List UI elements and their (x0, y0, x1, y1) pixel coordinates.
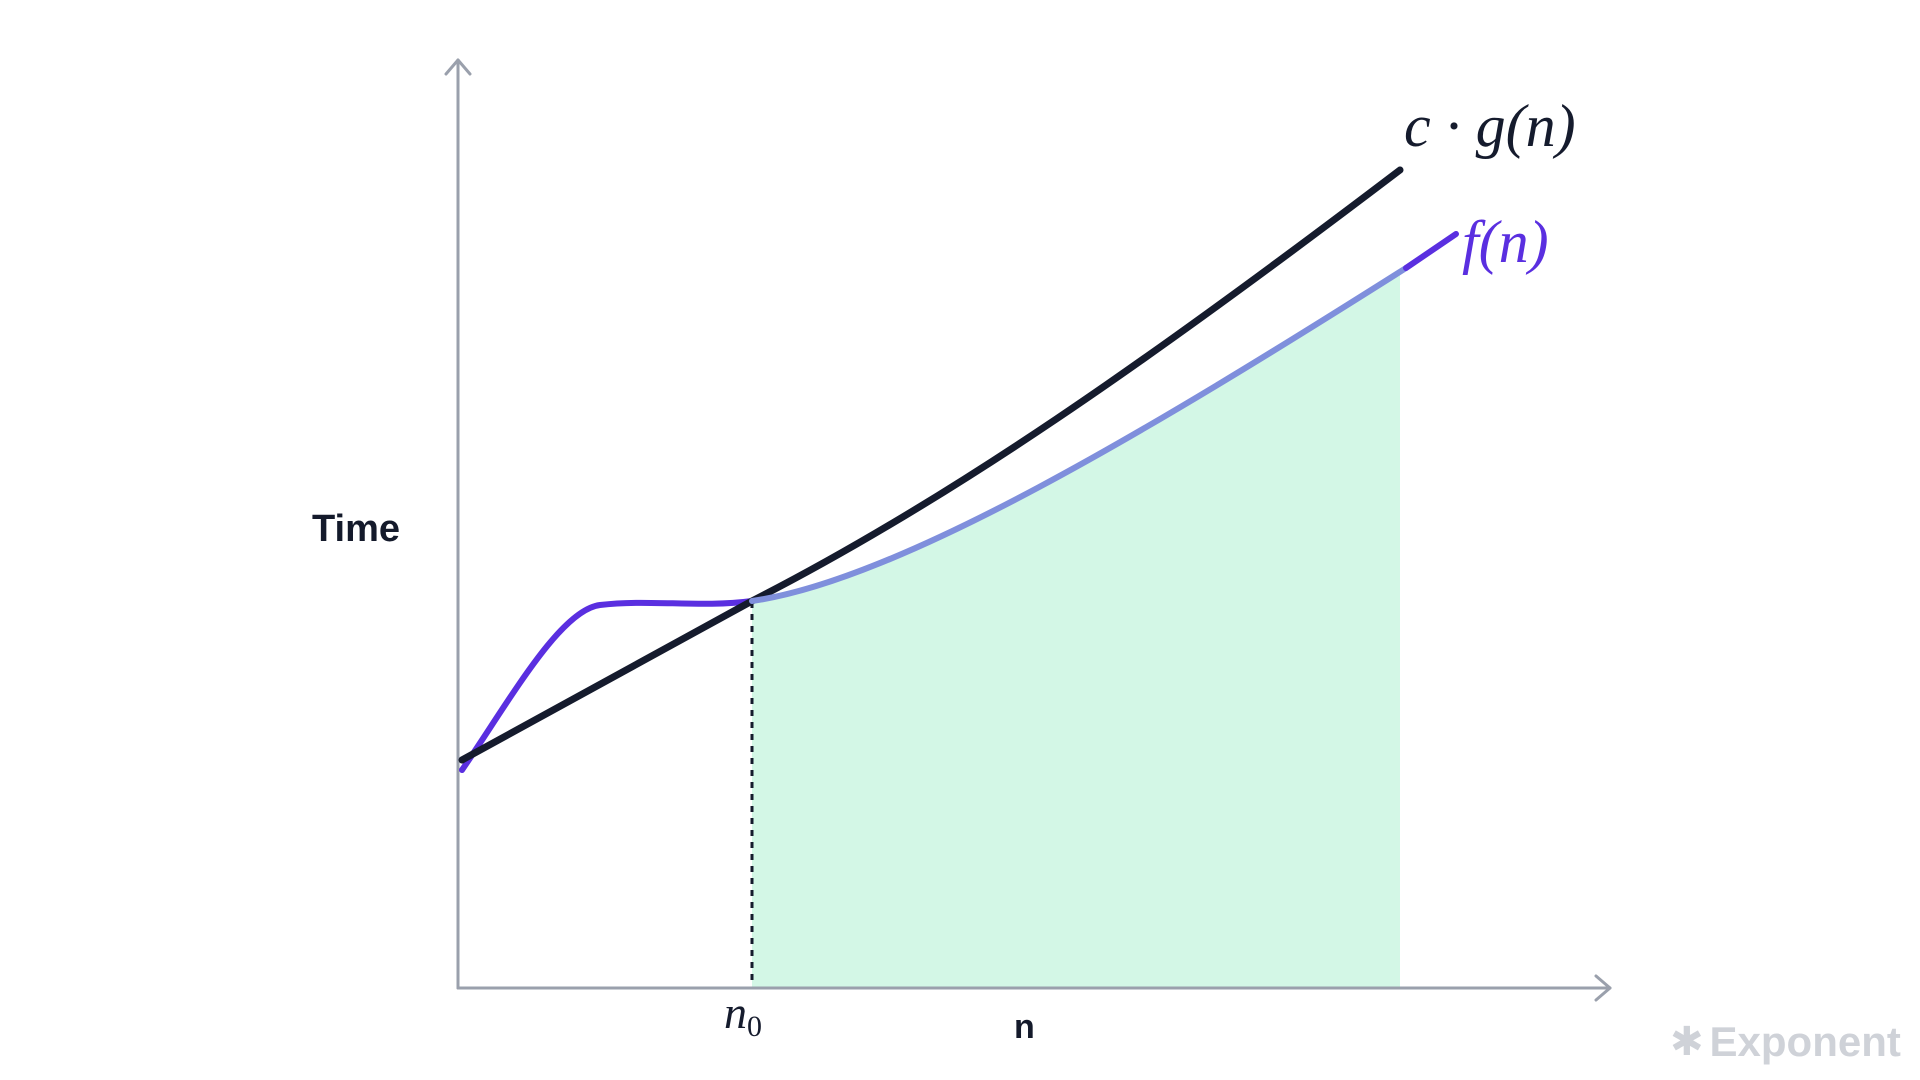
brand-name: Exponent (1709, 1018, 1901, 1065)
f-of-n-curve-late (749, 265, 1409, 604)
x-axis-arrow (1594, 974, 1612, 1002)
axes (444, 58, 1612, 1002)
f-of-n-curve-early (459, 598, 755, 773)
c-g-of-n-curve (458, 166, 1404, 764)
x-axis-label: n (1014, 1008, 1035, 1046)
y-axis-arrow (444, 58, 472, 76)
bound-region (752, 163, 1400, 988)
brand-logo: ✱ Exponent (1670, 1018, 1901, 1066)
n0-label: n0 (724, 990, 762, 1042)
f-of-n-curve-tail (1403, 231, 1459, 271)
f-of-n-label: f(n) (1462, 209, 1549, 275)
y-axis-label: Time (312, 508, 401, 550)
asterisk-icon: ✱ (1670, 1020, 1704, 1064)
n0-label-sub: 0 (747, 1010, 762, 1043)
n0-label-main: n (724, 987, 747, 1038)
c-g-of-n-label: c · g(n) (1404, 93, 1576, 159)
